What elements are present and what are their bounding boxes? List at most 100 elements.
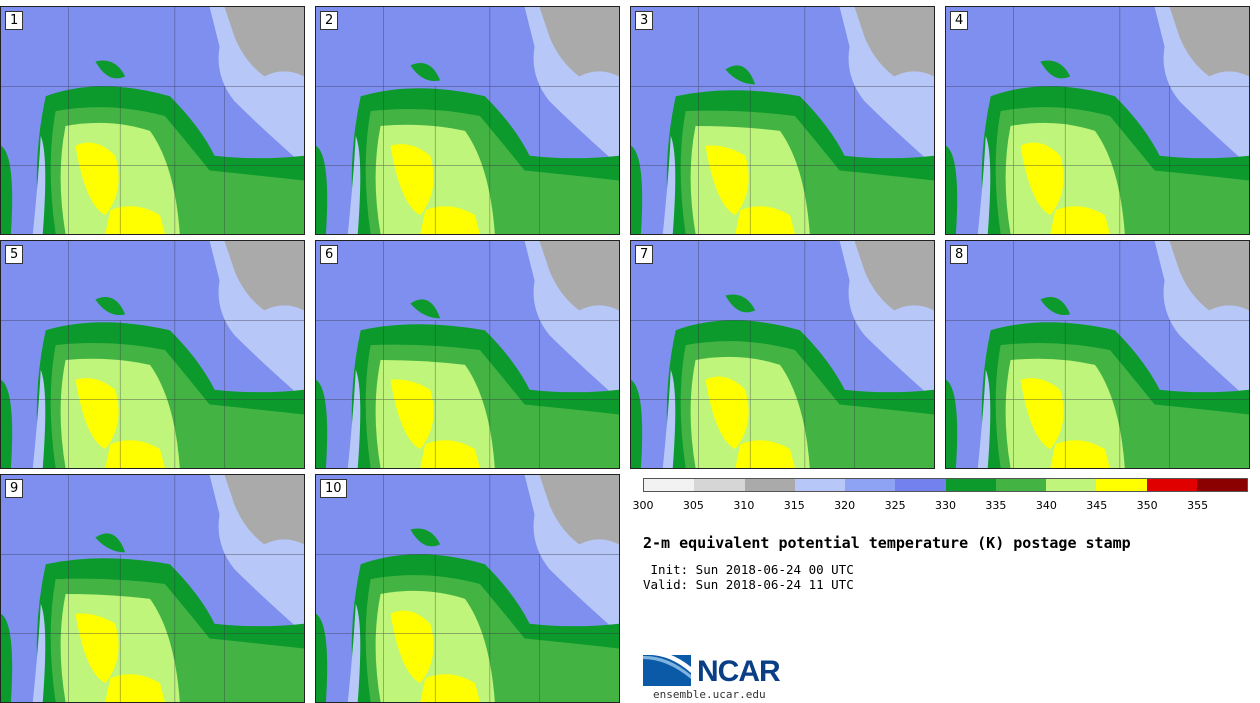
colorbar-tick-label: 345 bbox=[1086, 499, 1108, 512]
map-region bbox=[75, 142, 119, 216]
map-field bbox=[316, 241, 619, 468]
colorbar-tick-label: 325 bbox=[884, 499, 906, 512]
stamp-panel-6: 6 bbox=[315, 240, 620, 469]
panel-number: 6 bbox=[320, 245, 339, 264]
map-region bbox=[1040, 60, 1071, 79]
map-region bbox=[662, 369, 676, 468]
page-title: 2-m equivalent potential temperature (K)… bbox=[643, 534, 1131, 552]
stamp-panel-2: 2 bbox=[315, 6, 620, 235]
panel-number: 3 bbox=[635, 11, 654, 30]
map-region bbox=[1, 7, 304, 234]
colorbar-tick-label: 300 bbox=[632, 499, 654, 512]
panel-number: 9 bbox=[5, 479, 24, 498]
map-region bbox=[95, 297, 126, 316]
map-region bbox=[1040, 297, 1071, 316]
map-region bbox=[410, 528, 441, 547]
map-region bbox=[854, 7, 934, 77]
map-region bbox=[390, 610, 434, 684]
valid-time: Valid: Sun 2018-06-24 11 UTC bbox=[643, 577, 854, 592]
map-region bbox=[32, 603, 46, 702]
map-region bbox=[1169, 241, 1249, 311]
map-region bbox=[390, 379, 434, 450]
map-region bbox=[316, 241, 619, 468]
map-region bbox=[1, 379, 13, 468]
colorbar-swatch bbox=[895, 479, 946, 491]
map-field bbox=[946, 241, 1249, 468]
map-region bbox=[95, 60, 126, 79]
map-field bbox=[1, 475, 304, 702]
map-region bbox=[946, 379, 958, 468]
map-region bbox=[946, 145, 958, 234]
map-region bbox=[1, 145, 13, 234]
map-region bbox=[316, 613, 328, 702]
map-region bbox=[224, 475, 304, 545]
map-region bbox=[539, 475, 619, 545]
colorbar-swatch bbox=[1146, 479, 1197, 491]
stamp-panel-1: 1 bbox=[0, 6, 305, 235]
map-region bbox=[854, 241, 934, 311]
map-field bbox=[1, 241, 304, 468]
colorbar-tick-label: 355 bbox=[1187, 499, 1209, 512]
map-region bbox=[725, 294, 756, 313]
colorbar bbox=[643, 478, 1248, 492]
map-region bbox=[347, 135, 361, 234]
colorbar-tick-label: 315 bbox=[783, 499, 805, 512]
map-region bbox=[410, 63, 441, 82]
logo-url: ensemble.ucar.edu bbox=[653, 688, 766, 701]
stamp-panel-7: 7 bbox=[630, 240, 935, 469]
colorbar-swatch bbox=[1196, 479, 1247, 491]
map-field bbox=[1, 7, 304, 234]
stamp-panel-5: 5 bbox=[0, 240, 305, 469]
map-field bbox=[316, 475, 619, 702]
panel-number: 4 bbox=[950, 11, 969, 30]
map-region bbox=[1020, 378, 1064, 450]
map-region bbox=[316, 379, 328, 468]
colorbar-swatch bbox=[694, 479, 745, 491]
colorbar-tick-label: 335 bbox=[985, 499, 1007, 512]
map-region bbox=[32, 369, 46, 468]
colorbar-tick-label: 310 bbox=[733, 499, 755, 512]
map-region bbox=[725, 65, 756, 85]
colorbar-swatch bbox=[644, 479, 695, 491]
stamp-panel-9: 9 bbox=[0, 474, 305, 703]
panel-number: 2 bbox=[320, 11, 339, 30]
colorbar-swatch bbox=[744, 479, 795, 491]
map-region bbox=[1020, 142, 1064, 216]
map-region bbox=[95, 533, 126, 553]
map-region bbox=[316, 7, 619, 234]
stamp-panel-3: 3 bbox=[630, 6, 935, 235]
map-region bbox=[224, 7, 304, 77]
map-region bbox=[316, 475, 619, 702]
map-region bbox=[1169, 7, 1249, 77]
map-region bbox=[1, 475, 304, 702]
colorbar-tick-label: 340 bbox=[1035, 499, 1057, 512]
colorbar-swatch bbox=[945, 479, 996, 491]
panel-number: 8 bbox=[950, 245, 969, 264]
map-region bbox=[347, 603, 361, 702]
map-region bbox=[410, 299, 441, 319]
map-region bbox=[946, 241, 1249, 468]
colorbar-tick-label: 305 bbox=[682, 499, 704, 512]
map-field bbox=[946, 7, 1249, 234]
stamp-panel-10: 10 bbox=[315, 474, 620, 703]
map-region bbox=[390, 144, 434, 216]
colorbar-tick-label: 350 bbox=[1136, 499, 1158, 512]
panel-number: 7 bbox=[635, 245, 654, 264]
init-time: Init: Sun 2018-06-24 00 UTC bbox=[643, 562, 854, 577]
map-region bbox=[316, 145, 328, 234]
colorbar-swatch bbox=[845, 479, 896, 491]
panel-number: 5 bbox=[5, 245, 24, 264]
panel-number: 10 bbox=[320, 479, 347, 498]
logo-text: NCAR bbox=[697, 655, 781, 688]
ncar-logo-icon bbox=[643, 649, 691, 686]
colorbar-swatch bbox=[1046, 479, 1097, 491]
stamp-panel-8: 8 bbox=[945, 240, 1250, 469]
colorbar-tick-label: 330 bbox=[935, 499, 956, 512]
map-region bbox=[539, 241, 619, 311]
map-region bbox=[977, 369, 991, 468]
map-field bbox=[316, 7, 619, 234]
map-region bbox=[1, 613, 13, 702]
map-region bbox=[75, 613, 119, 684]
map-region bbox=[75, 378, 119, 450]
map-region bbox=[946, 7, 1249, 234]
